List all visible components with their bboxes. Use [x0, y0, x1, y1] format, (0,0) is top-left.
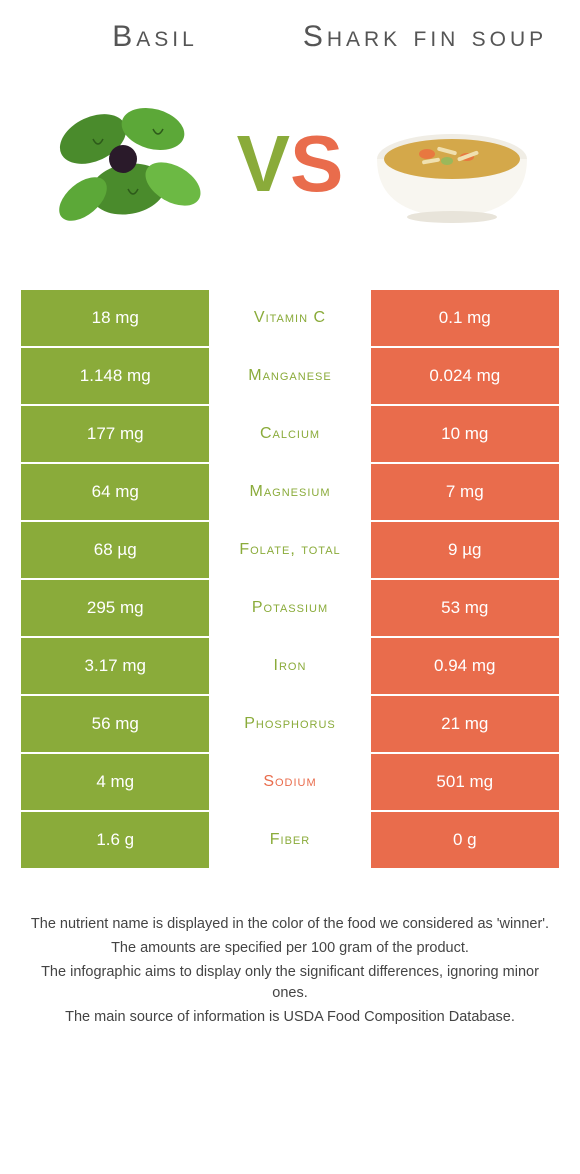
table-row: 4 mgSodium501 mg [20, 753, 560, 811]
left-value-cell: 64 mg [20, 463, 210, 521]
nutrient-name-cell: Folate, total [210, 521, 369, 579]
vs-label: VS [237, 118, 344, 210]
vs-v-letter: V [237, 118, 290, 210]
images-row: VS [20, 64, 560, 264]
footer-notes: The nutrient name is displayed in the co… [20, 914, 560, 1029]
nutrient-name-cell: Manganese [210, 347, 369, 405]
left-food-title: Basil [20, 20, 290, 54]
right-value-cell: 21 mg [370, 695, 560, 753]
table-row: 56 mgPhosphorus21 mg [20, 695, 560, 753]
left-value-cell: 1.148 mg [20, 347, 210, 405]
left-value-cell: 68 µg [20, 521, 210, 579]
left-value-cell: 56 mg [20, 695, 210, 753]
right-value-cell: 53 mg [370, 579, 560, 637]
table-row: 295 mgPotassium53 mg [20, 579, 560, 637]
table-row: 1.6 gFiber0 g [20, 811, 560, 869]
right-value-cell: 0 g [370, 811, 560, 869]
table-row: 177 mgCalcium10 mg [20, 405, 560, 463]
right-value-cell: 7 mg [370, 463, 560, 521]
right-value-cell: 0.94 mg [370, 637, 560, 695]
right-value-cell: 10 mg [370, 405, 560, 463]
vs-s-letter: S [290, 118, 343, 210]
basil-icon [43, 79, 213, 249]
footer-line-1: The nutrient name is displayed in the co… [30, 914, 550, 936]
left-image-col [20, 79, 237, 249]
table-row: 3.17 mgIron0.94 mg [20, 637, 560, 695]
right-value-cell: 0.024 mg [370, 347, 560, 405]
nutrient-table: 18 mgVitamin C0.1 mg1.148 mgManganese0.0… [20, 289, 560, 869]
footer-line-2: The amounts are specified per 100 gram o… [30, 938, 550, 960]
nutrient-name-cell: Iron [210, 637, 369, 695]
table-row: 18 mgVitamin C0.1 mg [20, 289, 560, 347]
right-value-cell: 9 µg [370, 521, 560, 579]
nutrient-name-cell: Sodium [210, 753, 369, 811]
right-value-cell: 501 mg [370, 753, 560, 811]
soup-bowl-icon [367, 99, 537, 229]
right-value-cell: 0.1 mg [370, 289, 560, 347]
table-row: 1.148 mgManganese0.024 mg [20, 347, 560, 405]
nutrient-name-cell: Potassium [210, 579, 369, 637]
right-food-title: Shark fin soup [290, 20, 560, 54]
left-title-col: Basil [20, 20, 290, 54]
left-value-cell: 18 mg [20, 289, 210, 347]
left-value-cell: 295 mg [20, 579, 210, 637]
table-row: 68 µgFolate, total9 µg [20, 521, 560, 579]
right-image-col [343, 99, 560, 229]
left-value-cell: 1.6 g [20, 811, 210, 869]
nutrient-name-cell: Magnesium [210, 463, 369, 521]
nutrient-name-cell: Phosphorus [210, 695, 369, 753]
left-value-cell: 4 mg [20, 753, 210, 811]
footer-line-3: The infographic aims to display only the… [30, 962, 550, 1006]
nutrient-name-cell: Fiber [210, 811, 369, 869]
nutrient-name-cell: Vitamin C [210, 289, 369, 347]
header-row: Basil Shark fin soup [20, 20, 560, 54]
table-row: 64 mgMagnesium7 mg [20, 463, 560, 521]
left-value-cell: 177 mg [20, 405, 210, 463]
nutrient-name-cell: Calcium [210, 405, 369, 463]
footer-line-4: The main source of information is USDA F… [30, 1007, 550, 1029]
left-value-cell: 3.17 mg [20, 637, 210, 695]
right-title-col: Shark fin soup [290, 20, 560, 54]
